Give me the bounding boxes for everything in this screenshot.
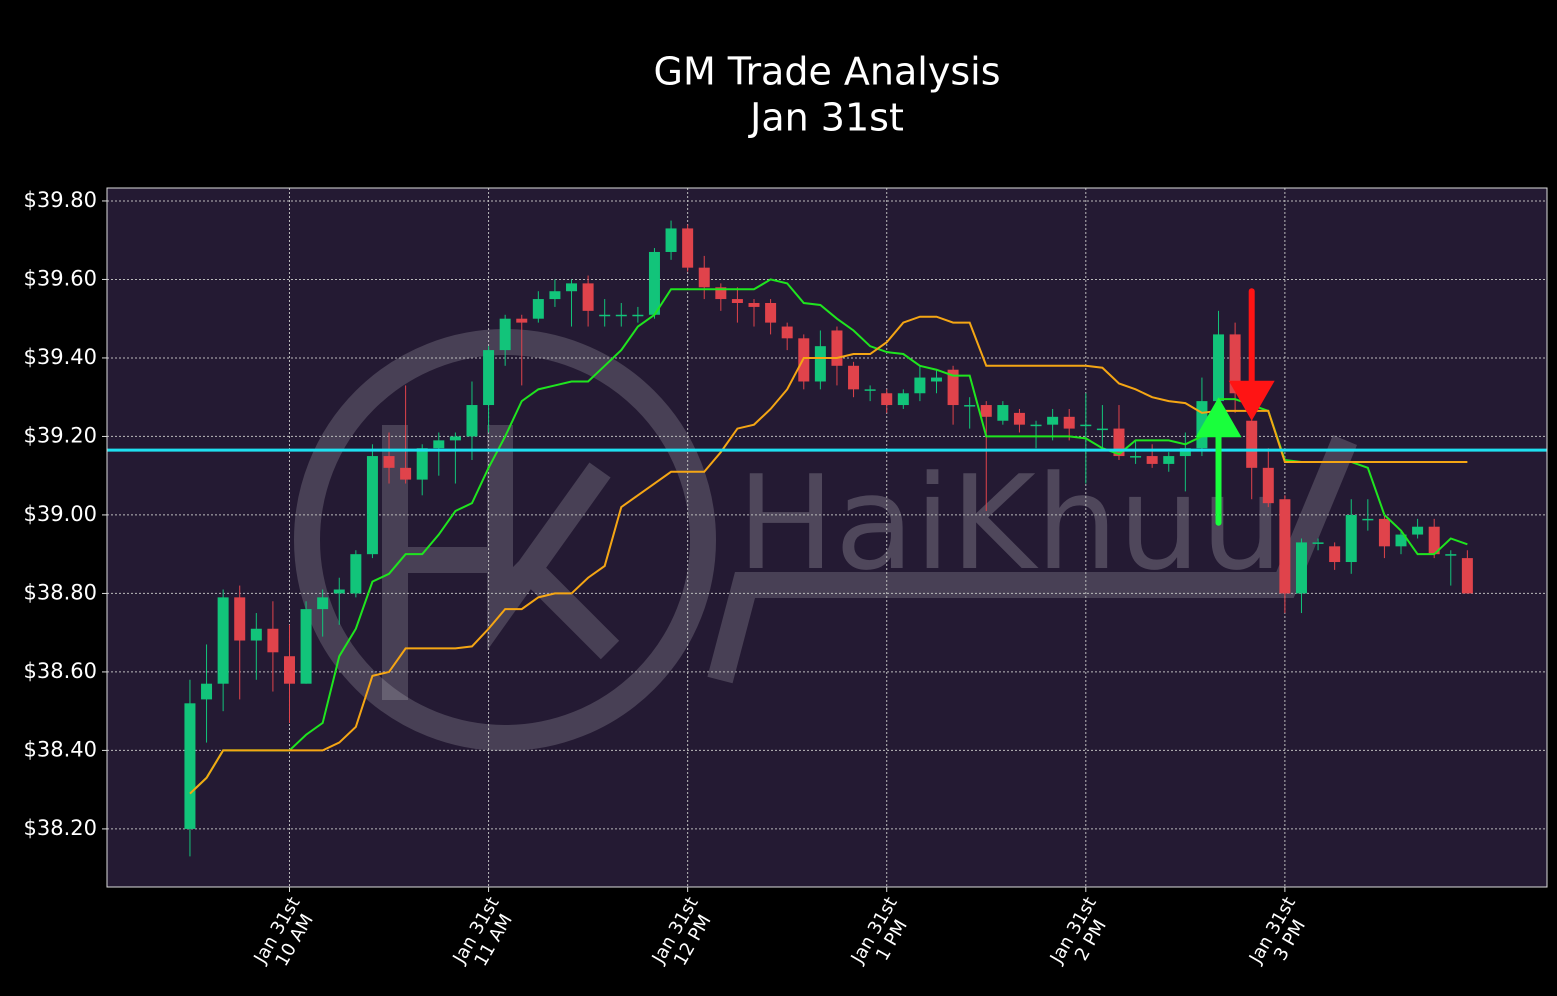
candle-body bbox=[383, 456, 395, 468]
candle-body bbox=[964, 405, 976, 407]
y-tick-label: $38.20 bbox=[24, 816, 97, 840]
candle-body bbox=[1428, 526, 1440, 555]
candle-body bbox=[483, 350, 495, 406]
candle-body bbox=[1213, 334, 1225, 402]
watermark: HaiKhuu bbox=[737, 447, 1283, 599]
candle-body bbox=[1179, 448, 1191, 457]
candle-body bbox=[333, 589, 345, 594]
candle-body bbox=[814, 346, 826, 382]
y-tick-label: $39.20 bbox=[24, 423, 97, 447]
candle-body bbox=[1412, 526, 1424, 535]
candle-body bbox=[1445, 554, 1457, 556]
candle-body bbox=[715, 287, 727, 300]
logo-letters bbox=[382, 425, 620, 700]
candle-body bbox=[1047, 416, 1059, 425]
y-tick-label: $38.60 bbox=[24, 659, 97, 683]
candle-body bbox=[532, 299, 544, 319]
candle-body bbox=[184, 703, 196, 829]
candle-body bbox=[665, 228, 677, 252]
candle-body bbox=[997, 405, 1009, 421]
candle-body bbox=[881, 393, 893, 406]
candle-body bbox=[449, 436, 461, 441]
candle-body bbox=[366, 456, 378, 555]
candle-body bbox=[300, 609, 312, 684]
candle-body bbox=[1163, 456, 1175, 464]
candle-body bbox=[648, 251, 660, 315]
candle-body bbox=[1080, 424, 1092, 427]
candle-body bbox=[283, 656, 295, 684]
candle-body bbox=[1096, 428, 1108, 431]
candle-body bbox=[632, 314, 644, 317]
candle-body bbox=[1329, 546, 1341, 563]
candle-body bbox=[416, 448, 428, 480]
candle-body bbox=[765, 302, 777, 323]
candle-body bbox=[980, 405, 992, 417]
candle-body bbox=[1146, 456, 1158, 464]
candle-body bbox=[1063, 416, 1075, 429]
candle-body bbox=[466, 405, 478, 437]
candle-body bbox=[400, 467, 412, 480]
candle-body bbox=[864, 389, 876, 391]
candle-body bbox=[615, 314, 627, 317]
candle-body bbox=[781, 326, 793, 339]
candle-body bbox=[682, 228, 694, 268]
candle-body bbox=[1362, 518, 1374, 521]
candle-body bbox=[350, 554, 362, 594]
candle-body bbox=[731, 299, 743, 303]
candle-body bbox=[234, 597, 246, 641]
plot-area bbox=[107, 188, 1547, 887]
candle-body bbox=[1295, 542, 1307, 594]
y-tick-label: $39.80 bbox=[24, 188, 97, 212]
candle-body bbox=[1262, 467, 1274, 504]
candle-body bbox=[317, 597, 329, 610]
y-tick-label: $39.60 bbox=[24, 266, 97, 290]
candle-body bbox=[267, 628, 279, 653]
candle-body bbox=[947, 369, 959, 406]
candle-body bbox=[914, 377, 926, 394]
chart-title: GM Trade Analysis bbox=[654, 50, 1001, 94]
candle-body bbox=[1196, 401, 1208, 449]
y-tick-label: $38.80 bbox=[24, 580, 97, 604]
candle-body bbox=[217, 597, 229, 684]
candle-body bbox=[1345, 514, 1357, 563]
candle-body bbox=[549, 291, 561, 300]
candle-body bbox=[1229, 334, 1241, 394]
candle-body bbox=[698, 267, 710, 288]
candle-body bbox=[897, 393, 909, 406]
candle-body bbox=[1279, 499, 1291, 594]
y-tick-label: $39.40 bbox=[24, 345, 97, 369]
candle-body bbox=[1013, 412, 1025, 425]
candle-body bbox=[930, 377, 942, 382]
candle-body bbox=[748, 302, 760, 307]
arrow-head bbox=[1195, 397, 1242, 438]
chart-subtitle: Jan 31st bbox=[748, 96, 904, 140]
candle-body bbox=[1378, 518, 1390, 547]
candle-body bbox=[516, 318, 528, 323]
candle-body bbox=[1130, 456, 1142, 458]
candle-body bbox=[1312, 542, 1324, 544]
candle-body bbox=[848, 365, 860, 390]
candle-body bbox=[1113, 428, 1125, 457]
candle-body bbox=[599, 314, 611, 317]
plot-frame bbox=[106, 187, 1548, 888]
y-tick-label: $39.00 bbox=[24, 502, 97, 526]
candle-body bbox=[582, 283, 594, 311]
candle-body bbox=[250, 628, 262, 641]
candle-body bbox=[831, 330, 843, 366]
candle-body bbox=[499, 318, 511, 351]
candle-body bbox=[433, 440, 445, 449]
y-tick-label: $38.40 bbox=[24, 737, 97, 761]
candle-body bbox=[1395, 534, 1407, 547]
candle-body bbox=[1461, 558, 1473, 594]
candle-body bbox=[201, 683, 213, 700]
candle-body bbox=[566, 283, 578, 292]
arrow-head bbox=[1228, 380, 1275, 421]
logo-arrow bbox=[707, 435, 1358, 684]
candle-body bbox=[1246, 420, 1258, 468]
candle-body bbox=[1030, 424, 1042, 427]
